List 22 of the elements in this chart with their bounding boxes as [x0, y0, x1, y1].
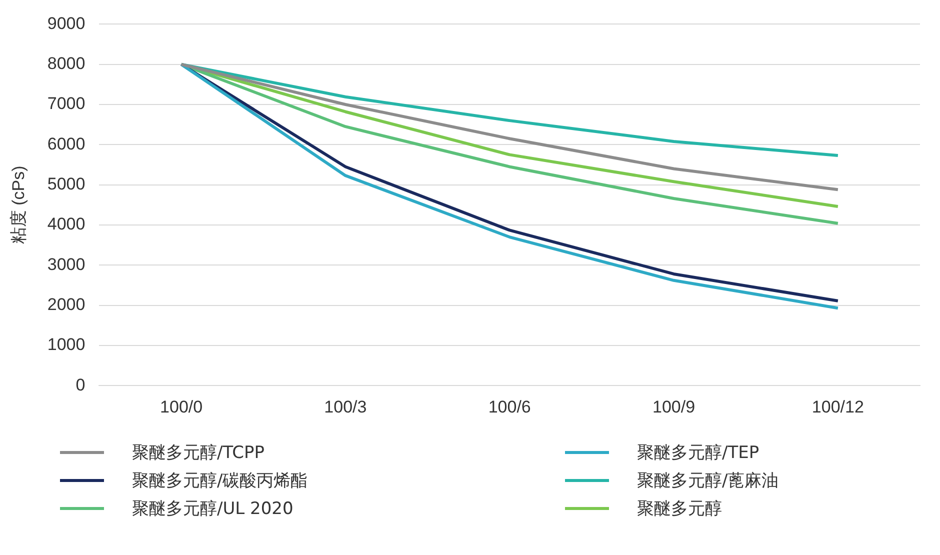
y-tick-label: 8000 — [47, 54, 86, 74]
x-tick-label: 100/3 — [324, 397, 367, 416]
x-tick-label: 100/6 — [488, 397, 531, 416]
x-tick-label: 100/12 — [812, 397, 864, 416]
legend-label: 聚醚多元醇 — [637, 498, 722, 520]
y-axis-title: 粘度 (cPs) — [8, 166, 28, 244]
y-tick-label: 2000 — [47, 294, 86, 314]
y-tick-label: 6000 — [47, 134, 86, 154]
legend-label: 聚醚多元醇/蓖麻油 — [637, 470, 779, 492]
legend-label: 聚醚多元醇/TCPP — [132, 442, 264, 464]
x-tick-label: 100/0 — [160, 397, 203, 416]
y-tick-label: 5000 — [47, 174, 86, 194]
x-tick-label: 100/9 — [652, 397, 696, 416]
y-tick-label: 7000 — [47, 94, 86, 114]
y-tick-label: 4000 — [47, 214, 86, 234]
legend-label: 聚醚多元醇/碳酸丙烯酯 — [132, 470, 308, 492]
legend-label: 聚醚多元醇/UL 2020 — [132, 498, 294, 520]
legend-label: 聚醚多元醇/TEP — [637, 442, 760, 464]
y-tick-label: 0 — [76, 375, 86, 394]
y-tick-label: 1000 — [47, 335, 86, 354]
y-tick-label: 3000 — [47, 254, 86, 274]
y-tick-label: 9000 — [47, 14, 86, 33]
